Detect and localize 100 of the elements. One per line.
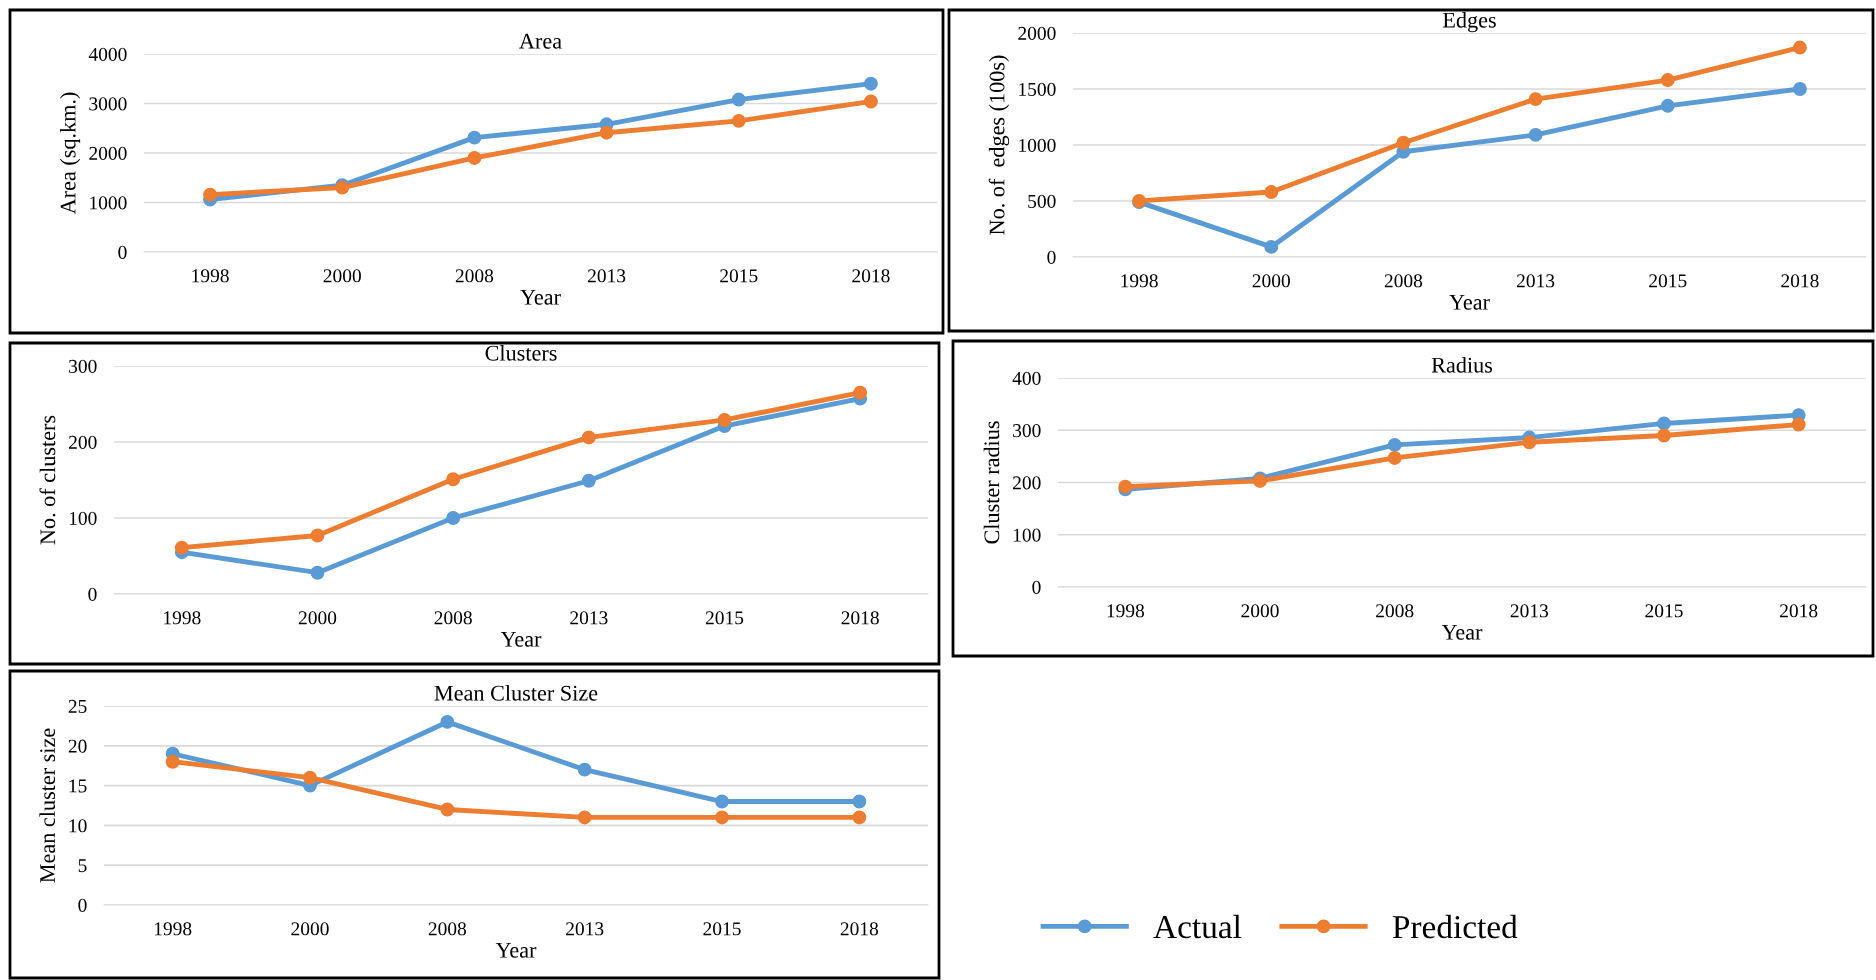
chart-title: Area xyxy=(519,33,562,49)
point xyxy=(1660,98,1675,113)
point xyxy=(581,430,596,445)
point xyxy=(310,565,325,580)
x-tick-label: 2008 xyxy=(455,269,494,283)
point xyxy=(1792,82,1807,96)
y-tick-label: 300 xyxy=(69,359,97,373)
point xyxy=(440,802,455,817)
y-tick-label: 1500 xyxy=(1019,82,1056,96)
point xyxy=(577,810,592,825)
y-tick-label: 3000 xyxy=(89,97,127,111)
point xyxy=(1528,127,1543,142)
x-tick-label: 2013 xyxy=(587,269,626,283)
point xyxy=(863,76,878,91)
y-tick-label: 20 xyxy=(68,739,87,753)
y-tick-label: 0 xyxy=(1047,250,1056,264)
y-axis-title: Mean cluster size xyxy=(39,728,56,883)
y-tick-label: 4000 xyxy=(88,47,127,61)
point xyxy=(1792,40,1807,55)
x-axis-title: Year xyxy=(1449,294,1490,310)
point xyxy=(1387,437,1402,452)
y-tick-label: 100 xyxy=(1013,528,1041,542)
point xyxy=(165,754,180,769)
x-tick-label: 2000 xyxy=(298,611,337,625)
y-axis-title: No. of edges (100s) xyxy=(988,55,1010,235)
point xyxy=(577,762,592,777)
point xyxy=(581,473,596,488)
point xyxy=(717,413,732,427)
y-tick-label: 0 xyxy=(118,245,127,259)
x-tick-label: 2018 xyxy=(841,611,879,625)
point xyxy=(203,187,218,202)
x-tick-label: 2015 xyxy=(703,922,741,936)
point xyxy=(446,511,461,525)
x-tick-label: 2018 xyxy=(1780,604,1818,618)
x-tick-label: 2015 xyxy=(705,611,744,625)
point xyxy=(731,113,746,128)
x-tick-label: 2000 xyxy=(1252,274,1290,288)
x-tick-label: 2008 xyxy=(428,922,467,936)
x-tick-label: 1998 xyxy=(192,269,229,283)
x-tick-label: 1998 xyxy=(164,611,201,625)
x-tick-label: 2018 xyxy=(852,269,890,283)
point xyxy=(174,540,189,555)
x-tick-label: 2015 xyxy=(1649,274,1687,288)
y-axis-title: Cluster radius xyxy=(983,421,1000,544)
y-tick-label: 10 xyxy=(69,819,87,833)
x-tick-label: 2000 xyxy=(1241,604,1279,618)
point xyxy=(1657,428,1671,443)
point xyxy=(599,125,614,140)
x-tick-label: 1998 xyxy=(1107,604,1145,618)
point xyxy=(446,472,461,487)
y-tick-label: 2000 xyxy=(1018,26,1056,40)
y-tick-label: 400 xyxy=(1012,371,1041,385)
y-tick-label: 0 xyxy=(1032,580,1041,594)
x-axis-title: Year xyxy=(520,289,561,305)
point xyxy=(1264,185,1279,199)
x-tick-label: 2013 xyxy=(1516,274,1555,288)
x-axis-title: Year xyxy=(500,631,542,647)
point xyxy=(715,810,729,825)
point xyxy=(467,151,482,165)
x-axis-title: Year xyxy=(1441,624,1483,640)
legend-label: Predicted xyxy=(1392,914,1518,939)
x-tick-label: 2013 xyxy=(570,611,608,625)
point xyxy=(1791,417,1806,432)
x-tick-label: 2000 xyxy=(291,922,329,936)
chart-title: Edges xyxy=(1442,12,1496,33)
y-tick-label: 25 xyxy=(68,699,87,713)
point xyxy=(1396,135,1411,150)
y-tick-label: 2000 xyxy=(89,146,127,160)
point xyxy=(1264,239,1279,254)
point xyxy=(1528,92,1543,107)
y-tick-label: 0 xyxy=(88,587,97,601)
chart-title: Radius xyxy=(1431,357,1493,373)
x-tick-label: 2008 xyxy=(434,611,472,625)
legend-label: Actual xyxy=(1153,914,1242,939)
point xyxy=(1522,435,1537,450)
x-axis-title: Year xyxy=(495,942,537,958)
y-tick-label: 500 xyxy=(1028,194,1056,208)
point xyxy=(1660,73,1675,87)
y-tick-label: 100 xyxy=(69,511,97,525)
x-tick-label: 1998 xyxy=(1121,274,1158,288)
point xyxy=(853,385,868,400)
point xyxy=(731,92,746,107)
y-tick-label: 1000 xyxy=(90,196,127,210)
point xyxy=(467,130,482,145)
y-tick-label: 200 xyxy=(69,435,97,449)
y-tick-label: 1000 xyxy=(1019,138,1056,152)
point xyxy=(303,770,317,785)
y-axis-title: Area (sq.km.) xyxy=(59,92,81,215)
point xyxy=(852,810,867,825)
y-tick-label: 0 xyxy=(78,898,87,912)
y-axis-title: No. of clusters xyxy=(39,415,56,545)
x-tick-label: 2015 xyxy=(1645,604,1683,618)
x-tick-label: 2008 xyxy=(1376,604,1414,618)
x-tick-label: 1998 xyxy=(154,922,192,936)
x-tick-label: 2008 xyxy=(1384,274,1423,288)
y-tick-label: 200 xyxy=(1013,476,1041,490)
x-tick-label: 2000 xyxy=(323,269,361,283)
point xyxy=(715,794,729,809)
x-tick-label: 2015 xyxy=(720,269,758,283)
point xyxy=(852,794,867,809)
